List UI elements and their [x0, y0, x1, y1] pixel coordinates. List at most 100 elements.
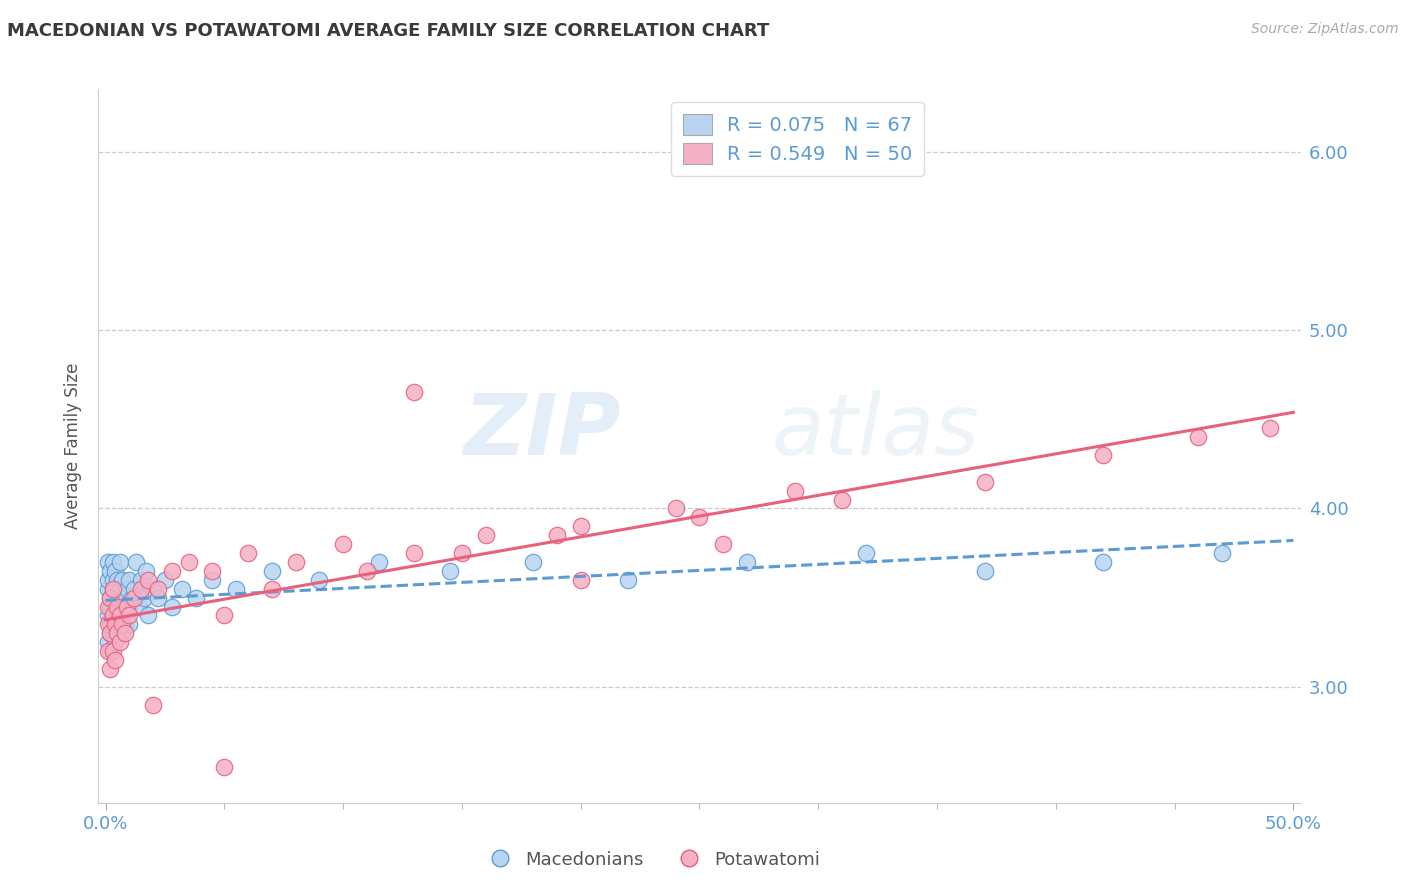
Point: [1092, 448, 1115, 462]
Point: [153, 573, 176, 587]
Point: [97, 573, 120, 587]
Point: [201, 564, 224, 578]
Point: [136, 608, 159, 623]
Point: [101, 555, 124, 569]
Point: [114, 591, 136, 605]
Point: [104, 617, 127, 632]
Point: [474, 528, 496, 542]
Point: [108, 555, 131, 569]
Point: [101, 573, 124, 587]
Point: [98, 644, 121, 658]
Point: [98, 617, 121, 632]
Point: [122, 591, 145, 605]
Point: [98, 662, 121, 676]
Point: [118, 617, 141, 632]
Point: [404, 546, 426, 560]
Point: [1211, 546, 1233, 560]
Point: [136, 573, 159, 587]
Point: [688, 510, 710, 524]
Point: [122, 582, 145, 596]
Point: [107, 626, 129, 640]
Point: [735, 555, 758, 569]
Point: [121, 591, 143, 605]
Point: [107, 608, 129, 623]
Point: [665, 501, 688, 516]
Point: [111, 626, 134, 640]
Point: [146, 591, 169, 605]
Point: [546, 528, 568, 542]
Point: [260, 564, 283, 578]
Point: [118, 573, 141, 587]
Point: [97, 599, 120, 614]
Text: MACEDONIAN VS POTAWATOMI AVERAGE FAMILY SIZE CORRELATION CHART: MACEDONIAN VS POTAWATOMI AVERAGE FAMILY …: [7, 22, 769, 40]
Point: [108, 582, 131, 596]
Point: [111, 617, 134, 632]
Point: [308, 573, 330, 587]
Y-axis label: Average Family Size: Average Family Size: [65, 363, 83, 529]
Point: [108, 617, 131, 632]
Point: [135, 564, 157, 578]
Point: [101, 644, 124, 658]
Point: [214, 608, 236, 623]
Point: [225, 582, 247, 596]
Point: [201, 573, 224, 587]
Point: [214, 760, 236, 774]
Point: [146, 582, 169, 596]
Point: [107, 591, 129, 605]
Point: [260, 582, 283, 596]
Point: [104, 617, 127, 632]
Point: [1258, 421, 1281, 435]
Point: [115, 608, 138, 623]
Point: [404, 385, 426, 400]
Point: [356, 564, 378, 578]
Point: [142, 698, 165, 712]
Point: [129, 573, 152, 587]
Point: [451, 546, 474, 560]
Point: [97, 582, 120, 596]
Point: [97, 635, 120, 649]
Point: [160, 599, 183, 614]
Point: [114, 617, 136, 632]
Point: [132, 591, 155, 605]
Point: [98, 626, 121, 640]
Point: [118, 599, 141, 614]
Point: [98, 564, 121, 578]
Point: [98, 591, 121, 605]
Point: [617, 573, 640, 587]
Point: [439, 564, 461, 578]
Point: [973, 564, 995, 578]
Point: [108, 608, 131, 623]
Point: [569, 519, 592, 533]
Point: [108, 635, 131, 649]
Point: [831, 492, 853, 507]
Point: [160, 564, 183, 578]
Point: [101, 608, 124, 623]
Point: [128, 599, 150, 614]
Text: ZIP: ZIP: [464, 390, 621, 474]
Point: [284, 555, 307, 569]
Point: [101, 582, 124, 596]
Point: [104, 582, 127, 596]
Point: [973, 475, 995, 489]
Point: [98, 591, 121, 605]
Point: [104, 635, 127, 649]
Point: [236, 546, 259, 560]
Point: [332, 537, 354, 551]
Point: [97, 617, 120, 632]
Point: [115, 599, 138, 614]
Point: [170, 582, 193, 596]
Point: [367, 555, 389, 569]
Legend: Macedonians, Potawatomi: Macedonians, Potawatomi: [475, 844, 828, 876]
Point: [97, 608, 120, 623]
Point: [569, 573, 592, 587]
Point: [114, 626, 136, 640]
Point: [107, 599, 129, 614]
Point: [783, 483, 806, 498]
Point: [98, 626, 121, 640]
Point: [129, 582, 152, 596]
Point: [142, 582, 165, 596]
Point: [108, 599, 131, 614]
Point: [177, 555, 200, 569]
Point: [104, 564, 127, 578]
Point: [107, 573, 129, 587]
